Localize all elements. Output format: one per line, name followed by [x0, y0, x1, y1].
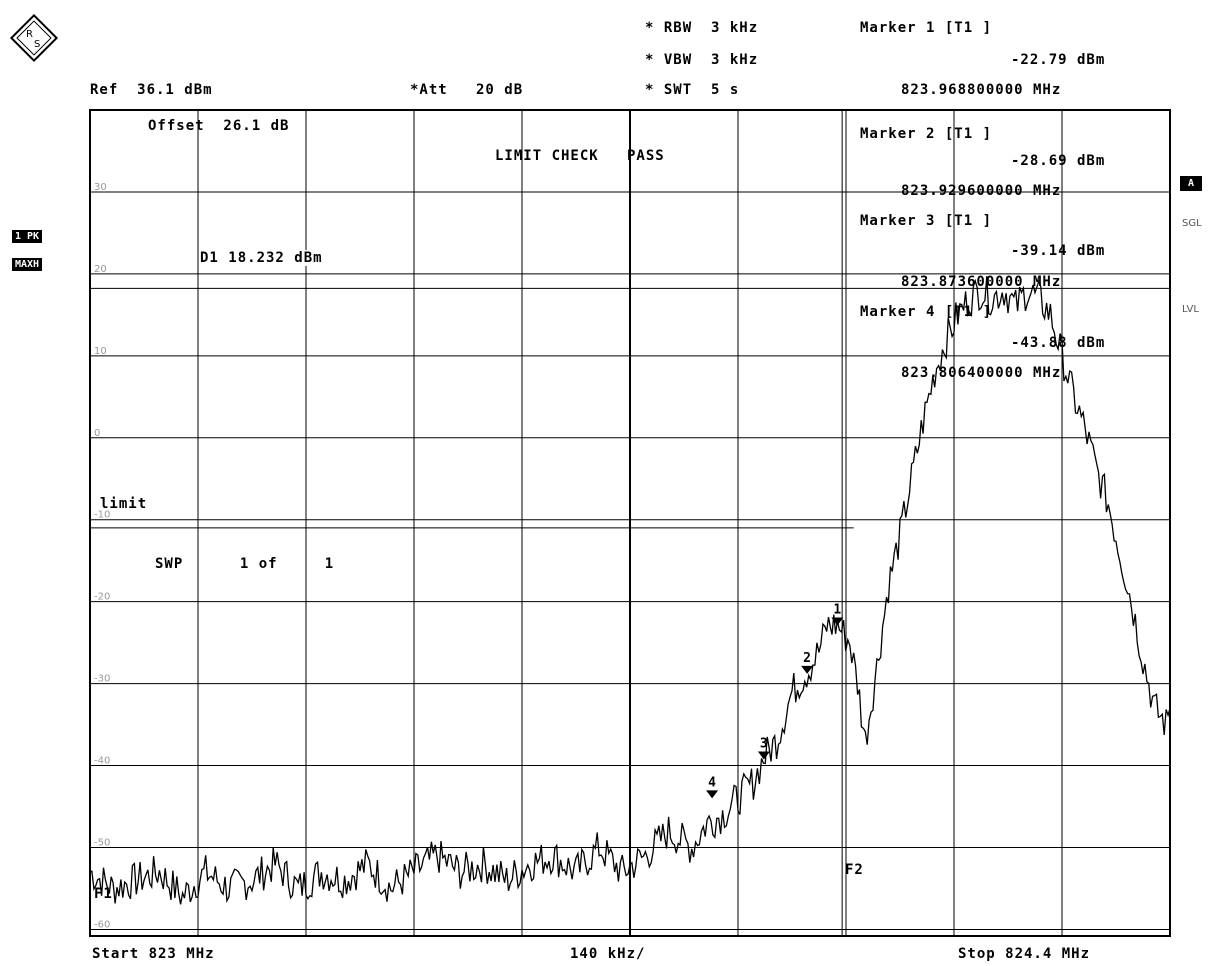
y-tick-label: 10 [94, 346, 107, 357]
svg-text:S: S [34, 39, 40, 50]
limit-line-label: limit [100, 496, 148, 512]
f1-label: F1 [94, 886, 113, 902]
attenuation-label: *Att 20 dB [410, 82, 524, 98]
y-tick-label: -50 [94, 838, 110, 849]
marker4-frequency: 823.806400000 MHz [901, 365, 1062, 381]
trace-mode-badge: MAXH [12, 258, 43, 271]
marker-1-label: 1 [833, 603, 841, 618]
swt-label: * SWT 5 s [645, 82, 740, 98]
y-tick-label: 20 [94, 264, 107, 275]
marker2-frequency: 823.929600000 MHz [901, 183, 1062, 199]
marker-2-triangle [801, 665, 814, 674]
marker2-level: -28.69 dBm [1011, 153, 1106, 169]
limit-check-label: LIMIT CHECK PASS [495, 148, 665, 164]
trace-detector-badge: 1 PK [12, 230, 43, 243]
ref-level-label: Ref 36.1 dBm [90, 82, 213, 98]
y-tick-label: -20 [94, 592, 110, 603]
spectrum-trace [89, 275, 1171, 905]
display-line-label: D1 18.232 dBm [200, 250, 323, 266]
y-tick-label: -40 [94, 756, 110, 767]
offset-label: Offset 26.1 dB [148, 118, 290, 134]
marker4-title: Marker 4 [T1 ] [860, 304, 993, 320]
marker-3-triangle [757, 751, 770, 760]
svg-text:R: R [26, 29, 33, 40]
start-frequency-label: Start 823 MHz [92, 946, 215, 962]
marker-3-label: 3 [760, 737, 768, 752]
grid [90, 110, 1170, 936]
y-tick-label: 30 [94, 182, 107, 193]
marker3-frequency: 823.873600000 MHz [901, 274, 1062, 290]
marker-4-label: 4 [708, 775, 716, 790]
y-tick-label: -30 [94, 674, 110, 685]
sgl-label: SGL [1182, 218, 1202, 229]
f2-label: F2 [845, 862, 864, 878]
marker2-title: Marker 2 [T1 ] [860, 126, 993, 142]
lvl-label: LVL [1182, 304, 1199, 315]
y-tick-label: -60 [94, 919, 110, 930]
trace-a-badge: A [1180, 176, 1203, 191]
vbw-label: * VBW 3 kHz [645, 52, 759, 68]
trace-group [89, 275, 1171, 905]
marker1-title: Marker 1 [T1 ] [860, 20, 993, 36]
marker4-level: -43.88 dBm [1011, 335, 1106, 351]
y-tick-label: 0 [94, 428, 100, 439]
marker-4-triangle [706, 790, 719, 799]
marker1-frequency: 823.968800000 MHz [901, 82, 1062, 98]
marker-2-label: 2 [803, 651, 811, 666]
rs-logo: R S [9, 13, 59, 63]
y-tick-labels: 30 20 10 0 -10 -20 -30 -40 -50 -60 [94, 182, 110, 931]
rbw-label: * RBW 3 kHz [645, 20, 759, 36]
y-tick-label: -10 [94, 510, 110, 521]
marker1-level: -22.79 dBm [1011, 52, 1106, 68]
stop-frequency-label: Stop 824.4 MHz [958, 946, 1091, 962]
marker3-level: -39.14 dBm [1011, 243, 1106, 259]
reference-lines [90, 110, 1170, 936]
marker-group: 1 2 3 4 [706, 603, 844, 799]
span-per-division-label: 140 kHz/ [570, 946, 646, 962]
marker-1-triangle [831, 617, 844, 626]
sweep-count-label: SWP 1 of 1 [155, 556, 335, 572]
marker3-title: Marker 3 [T1 ] [860, 213, 993, 229]
